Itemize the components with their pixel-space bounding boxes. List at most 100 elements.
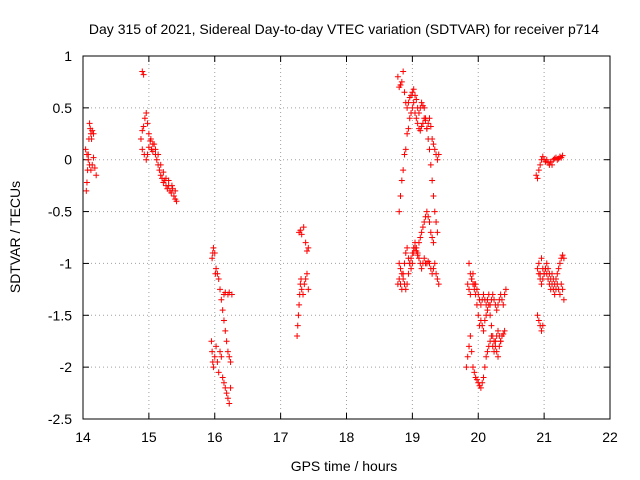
data-point — [140, 123, 147, 130]
data-point — [168, 189, 175, 196]
data-point — [473, 376, 480, 383]
data-point — [543, 270, 550, 277]
data-point — [538, 255, 545, 262]
data-point — [172, 187, 179, 194]
y-tick-label: 1 — [64, 48, 72, 64]
data-point — [500, 330, 507, 337]
data-point — [227, 384, 234, 391]
data-point — [560, 296, 567, 303]
data-point — [222, 289, 229, 296]
data-point — [217, 286, 224, 293]
data-point — [418, 265, 425, 272]
data-point — [414, 250, 421, 257]
data-point — [402, 286, 409, 293]
data-point — [409, 104, 416, 111]
data-point — [82, 146, 89, 153]
data-point — [487, 312, 494, 319]
data-point — [542, 265, 549, 272]
data-point — [139, 146, 146, 153]
data-point — [535, 270, 542, 277]
x-tick-label: 14 — [75, 429, 91, 445]
data-point — [430, 265, 437, 272]
y-tick-labels: 1 0.5 0 -0.5 -1 -1.5 -2 -2.5 — [48, 48, 72, 427]
data-point — [434, 275, 441, 282]
data-point — [549, 270, 556, 277]
x-tick-label: 18 — [339, 429, 355, 445]
data-point — [421, 104, 428, 111]
data-point — [415, 255, 422, 262]
data-point — [400, 275, 407, 282]
data-point — [423, 208, 430, 215]
x-tick-label: 19 — [405, 429, 421, 445]
x-axis-label: GPS time / hours — [291, 458, 398, 474]
data-point — [554, 156, 561, 163]
y-tick-label: -2 — [60, 359, 73, 375]
data-point — [90, 130, 97, 137]
data-point — [556, 291, 563, 298]
data-point — [535, 167, 542, 174]
data-point — [89, 161, 96, 168]
data-point — [467, 270, 474, 277]
data-point — [141, 115, 148, 122]
data-point — [495, 301, 502, 308]
data-point — [535, 317, 542, 324]
data-point — [222, 327, 229, 334]
data-point — [409, 89, 416, 96]
data-point — [480, 291, 487, 298]
data-point — [405, 99, 412, 106]
data-point — [539, 275, 546, 282]
y-tick-label: 0 — [64, 152, 72, 168]
data-point — [140, 71, 147, 78]
data-point — [305, 286, 312, 293]
data-point — [413, 115, 420, 122]
data-point — [296, 301, 303, 308]
data-point — [560, 255, 567, 262]
data-point — [170, 193, 177, 200]
x-tick-label: 20 — [470, 429, 486, 445]
data-point — [412, 92, 419, 99]
data-point — [401, 260, 408, 267]
data-point — [417, 234, 424, 241]
data-point — [468, 348, 475, 355]
data-point — [430, 141, 437, 148]
x-tick-label: 17 — [273, 429, 289, 445]
data-point — [534, 175, 541, 182]
data-point — [427, 229, 434, 236]
data-point — [305, 244, 312, 251]
data-point — [431, 260, 438, 267]
data-point — [502, 286, 509, 293]
data-point — [168, 182, 175, 189]
data-point — [430, 239, 437, 246]
data-point — [401, 151, 408, 158]
data-point — [466, 286, 473, 293]
data-point — [479, 379, 486, 386]
grid — [83, 56, 610, 419]
data-point — [405, 270, 412, 277]
data-point — [139, 127, 146, 134]
data-point — [145, 130, 152, 137]
data-point — [421, 218, 428, 225]
data-point — [217, 348, 224, 355]
data-point — [468, 275, 475, 282]
data-point — [85, 156, 92, 163]
data-point — [539, 322, 546, 329]
data-point — [473, 286, 480, 293]
data-point — [223, 390, 230, 397]
data-point — [426, 115, 433, 122]
data-point — [137, 135, 144, 142]
data-point — [413, 244, 420, 251]
data-point — [427, 123, 434, 130]
data-point — [534, 312, 541, 319]
data-point — [153, 156, 160, 163]
data-point — [220, 317, 227, 324]
y-axis-label: SDTVAR / TECUs — [7, 181, 23, 293]
data-point — [493, 307, 500, 314]
data-point — [551, 291, 558, 298]
data-point — [480, 374, 487, 381]
data-point — [537, 161, 544, 168]
data-point — [433, 218, 440, 225]
x-tick-labels: 14 15 16 17 18 19 20 21 22 — [75, 429, 618, 445]
data-point — [426, 146, 433, 153]
data-point — [83, 187, 90, 194]
